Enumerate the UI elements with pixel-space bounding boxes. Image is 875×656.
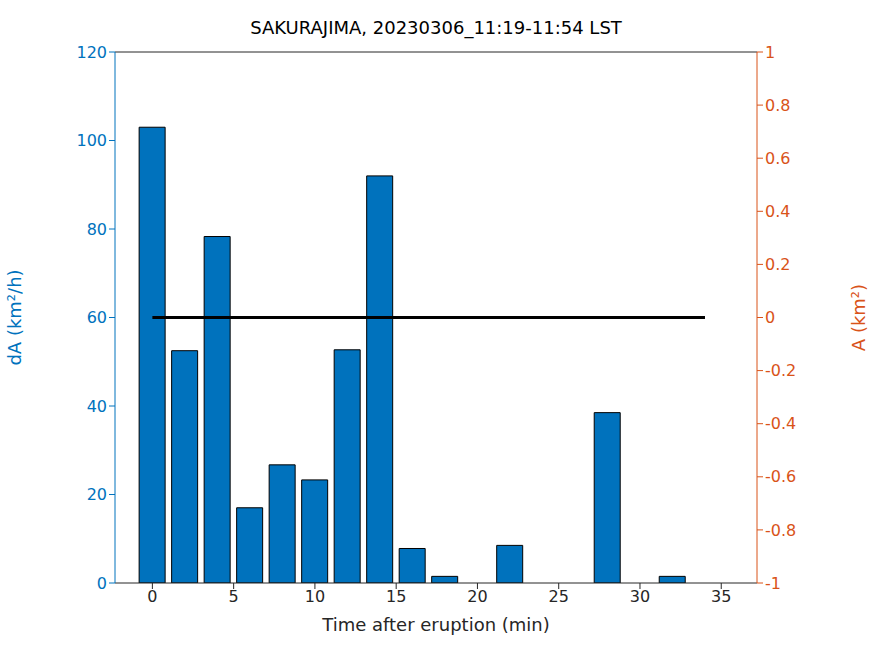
svg-text:80: 80 <box>87 220 107 239</box>
svg-text:-0.2: -0.2 <box>765 361 796 380</box>
svg-text:20: 20 <box>467 587 487 606</box>
svg-text:120: 120 <box>76 43 107 62</box>
svg-text:-0.4: -0.4 <box>765 414 796 433</box>
svg-text:15: 15 <box>386 587 406 606</box>
svg-text:35: 35 <box>711 587 731 606</box>
svg-text:-0.8: -0.8 <box>765 521 796 540</box>
svg-text:60: 60 <box>87 308 107 327</box>
svg-text:30: 30 <box>630 587 650 606</box>
svg-text:0: 0 <box>147 587 157 606</box>
svg-text:10: 10 <box>305 587 325 606</box>
svg-text:20: 20 <box>87 485 107 504</box>
svg-text:5: 5 <box>229 587 239 606</box>
svg-text:-1: -1 <box>765 574 781 593</box>
svg-text:1: 1 <box>765 43 775 62</box>
svg-text:Time after eruption (min): Time after eruption (min) <box>321 614 550 635</box>
svg-text:100: 100 <box>76 131 107 150</box>
svg-text:-0.6: -0.6 <box>765 467 796 486</box>
svg-text:40: 40 <box>87 397 107 416</box>
svg-text:0.6: 0.6 <box>765 149 790 168</box>
svg-text:0.8: 0.8 <box>765 96 790 115</box>
svg-text:A (km²): A (km²) <box>848 284 867 351</box>
svg-text:dA (km²/h): dA (km²/h) <box>8 269 25 365</box>
svg-text:0.2: 0.2 <box>765 255 790 274</box>
svg-text:0.4: 0.4 <box>765 202 790 221</box>
svg-text:25: 25 <box>549 587 569 606</box>
svg-text:0: 0 <box>97 574 107 593</box>
svg-text:SAKURAJIMA, 20230306_11:19-11:: SAKURAJIMA, 20230306_11:19-11:54 LST <box>250 17 623 39</box>
svg-text:0: 0 <box>765 308 775 327</box>
